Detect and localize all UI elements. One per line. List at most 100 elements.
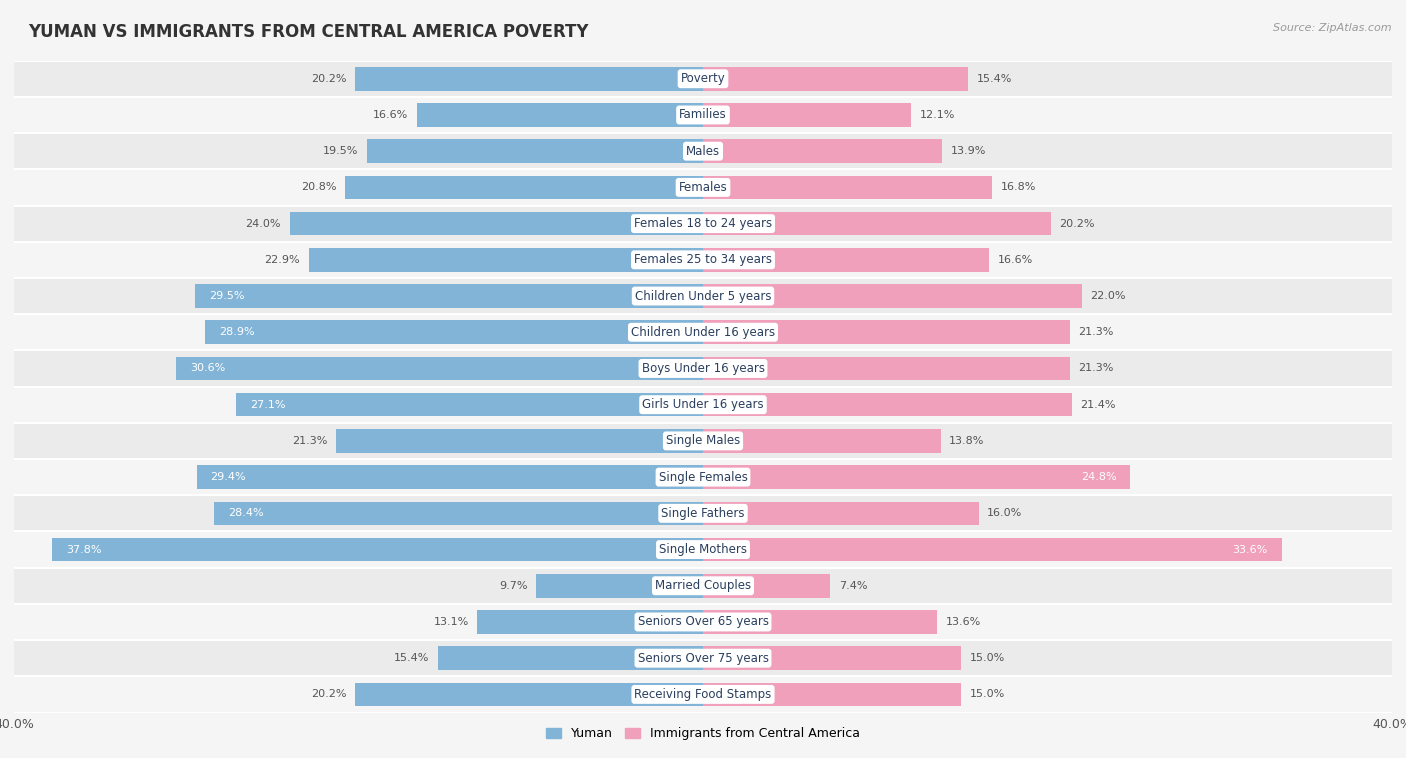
- Legend: Yuman, Immigrants from Central America: Yuman, Immigrants from Central America: [541, 722, 865, 745]
- Text: 33.6%: 33.6%: [1233, 544, 1268, 555]
- Bar: [703, 502, 979, 525]
- Bar: [703, 67, 969, 90]
- Bar: [703, 537, 1282, 562]
- Bar: [14, 278, 1392, 314]
- Text: Females 25 to 34 years: Females 25 to 34 years: [634, 253, 772, 266]
- Text: 13.6%: 13.6%: [946, 617, 981, 627]
- Bar: [336, 429, 703, 453]
- Bar: [14, 97, 1392, 133]
- Text: Seniors Over 65 years: Seniors Over 65 years: [637, 615, 769, 628]
- Text: 30.6%: 30.6%: [190, 364, 225, 374]
- Text: 21.3%: 21.3%: [292, 436, 328, 446]
- Text: Married Couples: Married Couples: [655, 579, 751, 592]
- Bar: [703, 248, 988, 271]
- Text: Females 18 to 24 years: Females 18 to 24 years: [634, 217, 772, 230]
- Bar: [703, 176, 993, 199]
- Text: Males: Males: [686, 145, 720, 158]
- Text: Single Males: Single Males: [666, 434, 740, 447]
- Text: Families: Families: [679, 108, 727, 121]
- Bar: [536, 574, 703, 597]
- Bar: [14, 205, 1392, 242]
- Text: Children Under 16 years: Children Under 16 years: [631, 326, 775, 339]
- Bar: [478, 610, 703, 634]
- Text: 29.4%: 29.4%: [211, 472, 246, 482]
- Bar: [703, 647, 962, 670]
- Text: 28.9%: 28.9%: [219, 327, 254, 337]
- Bar: [703, 429, 941, 453]
- Text: 16.6%: 16.6%: [997, 255, 1033, 265]
- Bar: [344, 176, 703, 199]
- Text: 13.8%: 13.8%: [949, 436, 984, 446]
- Bar: [205, 321, 703, 344]
- Bar: [214, 502, 703, 525]
- Text: 24.8%: 24.8%: [1081, 472, 1116, 482]
- Text: Children Under 5 years: Children Under 5 years: [634, 290, 772, 302]
- Bar: [703, 211, 1050, 236]
- Text: 22.0%: 22.0%: [1091, 291, 1126, 301]
- Text: 12.1%: 12.1%: [920, 110, 956, 120]
- Text: Single Fathers: Single Fathers: [661, 507, 745, 520]
- Bar: [14, 495, 1392, 531]
- Bar: [14, 676, 1392, 713]
- Bar: [703, 139, 942, 163]
- Bar: [703, 683, 962, 706]
- Text: Single Mothers: Single Mothers: [659, 543, 747, 556]
- Bar: [195, 284, 703, 308]
- Bar: [308, 248, 703, 271]
- Bar: [14, 133, 1392, 169]
- Text: 9.7%: 9.7%: [499, 581, 527, 590]
- Bar: [14, 314, 1392, 350]
- Text: 19.5%: 19.5%: [323, 146, 359, 156]
- Bar: [290, 211, 703, 236]
- Bar: [52, 537, 703, 562]
- Text: YUMAN VS IMMIGRANTS FROM CENTRAL AMERICA POVERTY: YUMAN VS IMMIGRANTS FROM CENTRAL AMERICA…: [28, 23, 589, 41]
- Text: Source: ZipAtlas.com: Source: ZipAtlas.com: [1274, 23, 1392, 33]
- Bar: [418, 103, 703, 127]
- Text: 22.9%: 22.9%: [264, 255, 299, 265]
- Bar: [14, 640, 1392, 676]
- Bar: [14, 604, 1392, 640]
- Text: 16.0%: 16.0%: [987, 509, 1022, 518]
- Text: 15.0%: 15.0%: [970, 653, 1005, 663]
- Text: 28.4%: 28.4%: [228, 509, 263, 518]
- Bar: [356, 683, 703, 706]
- Text: 20.2%: 20.2%: [311, 690, 346, 700]
- Bar: [14, 459, 1392, 495]
- Text: 24.0%: 24.0%: [246, 218, 281, 229]
- Text: 13.1%: 13.1%: [433, 617, 468, 627]
- Text: Boys Under 16 years: Boys Under 16 years: [641, 362, 765, 375]
- Text: 21.3%: 21.3%: [1078, 327, 1114, 337]
- Text: Poverty: Poverty: [681, 72, 725, 85]
- Bar: [14, 387, 1392, 423]
- Text: Females: Females: [679, 181, 727, 194]
- Text: Seniors Over 75 years: Seniors Over 75 years: [637, 652, 769, 665]
- Bar: [703, 103, 911, 127]
- Text: 29.5%: 29.5%: [208, 291, 245, 301]
- Text: 37.8%: 37.8%: [66, 544, 101, 555]
- Text: 16.8%: 16.8%: [1001, 183, 1036, 193]
- Bar: [703, 465, 1130, 489]
- Bar: [14, 242, 1392, 278]
- Bar: [176, 357, 703, 381]
- Bar: [356, 67, 703, 90]
- Text: Single Females: Single Females: [658, 471, 748, 484]
- Text: Girls Under 16 years: Girls Under 16 years: [643, 398, 763, 411]
- Bar: [14, 350, 1392, 387]
- Bar: [14, 169, 1392, 205]
- Bar: [437, 647, 703, 670]
- Bar: [197, 465, 703, 489]
- Text: 20.2%: 20.2%: [1060, 218, 1095, 229]
- Bar: [14, 423, 1392, 459]
- Bar: [703, 393, 1071, 416]
- Text: 21.3%: 21.3%: [1078, 364, 1114, 374]
- Bar: [703, 321, 1070, 344]
- Bar: [367, 139, 703, 163]
- Text: 7.4%: 7.4%: [839, 581, 868, 590]
- Text: 20.8%: 20.8%: [301, 183, 336, 193]
- Bar: [14, 531, 1392, 568]
- Bar: [703, 284, 1083, 308]
- Text: 15.0%: 15.0%: [970, 690, 1005, 700]
- Text: 21.4%: 21.4%: [1080, 399, 1116, 409]
- Bar: [236, 393, 703, 416]
- Bar: [14, 568, 1392, 604]
